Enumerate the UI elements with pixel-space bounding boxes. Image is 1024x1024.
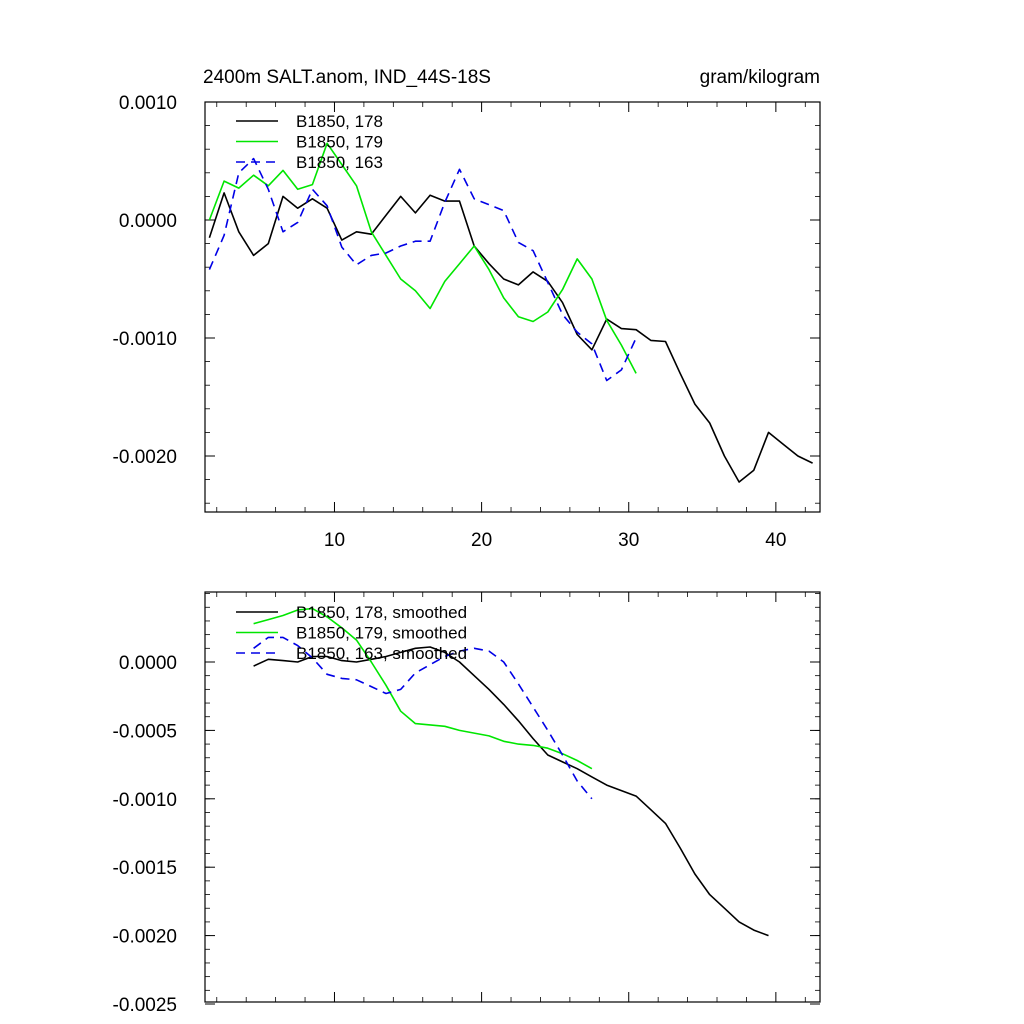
legend-label-2: B1850, 179 — [296, 133, 383, 152]
bottom-panel: 0.0000 -0.0005 -0.0010 -0.0015 -0.0020 -0.002… — [113, 591, 821, 1016]
plot-frame — [204, 591, 821, 1003]
y-tick-label: -0.0010 — [113, 790, 177, 811]
y-tick-label: 0.0010 — [119, 93, 177, 114]
series-line-1 — [208, 192, 813, 483]
y-tick-label: -0.0005 — [113, 721, 177, 742]
y-tick-label: -0.0020 — [113, 447, 177, 468]
series-line-2 — [208, 142, 637, 374]
x-tick-label: 20 — [471, 530, 492, 551]
chart-title: 2400m SALT.anom, IND_44S-18S — [203, 67, 491, 88]
y-tick-label: -0.0010 — [113, 329, 177, 350]
y-tick-label: -0.0025 — [113, 995, 177, 1016]
series-line-3 — [208, 157, 637, 382]
x-tick-label: 30 — [618, 530, 639, 551]
y-tick-label: 0.0000 — [119, 211, 177, 232]
legend-label-1: B1850, 178, smoothed — [296, 603, 467, 622]
x-tick-label: 10 — [324, 530, 345, 551]
plot-frame — [204, 101, 821, 513]
units-label: gram/kilogram — [700, 67, 820, 88]
top-panel: 10 20 30 40 0.0010 0.0000 -0.0010 -0.0020 B1850,… — [113, 93, 821, 551]
series-line-2 — [253, 607, 593, 770]
y-tick-label: -0.0015 — [113, 858, 177, 879]
x-tick-label: 40 — [765, 530, 786, 551]
y-tick-label: 0.0000 — [119, 653, 177, 674]
legend-label-3: B1850, 163, smoothed — [296, 644, 467, 663]
series-line-1 — [253, 646, 769, 937]
series-line-3 — [253, 636, 593, 800]
y-tick-label: -0.0020 — [113, 927, 177, 948]
legend-label-2: B1850, 179, smoothed — [296, 624, 467, 643]
legend-label-1: B1850, 178 — [296, 112, 383, 131]
legend-label-3: B1850, 163 — [296, 153, 383, 172]
